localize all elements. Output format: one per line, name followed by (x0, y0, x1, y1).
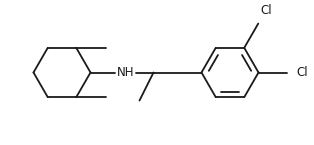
Text: Cl: Cl (296, 66, 308, 79)
Text: Cl: Cl (260, 4, 272, 17)
Text: NH: NH (117, 66, 134, 79)
